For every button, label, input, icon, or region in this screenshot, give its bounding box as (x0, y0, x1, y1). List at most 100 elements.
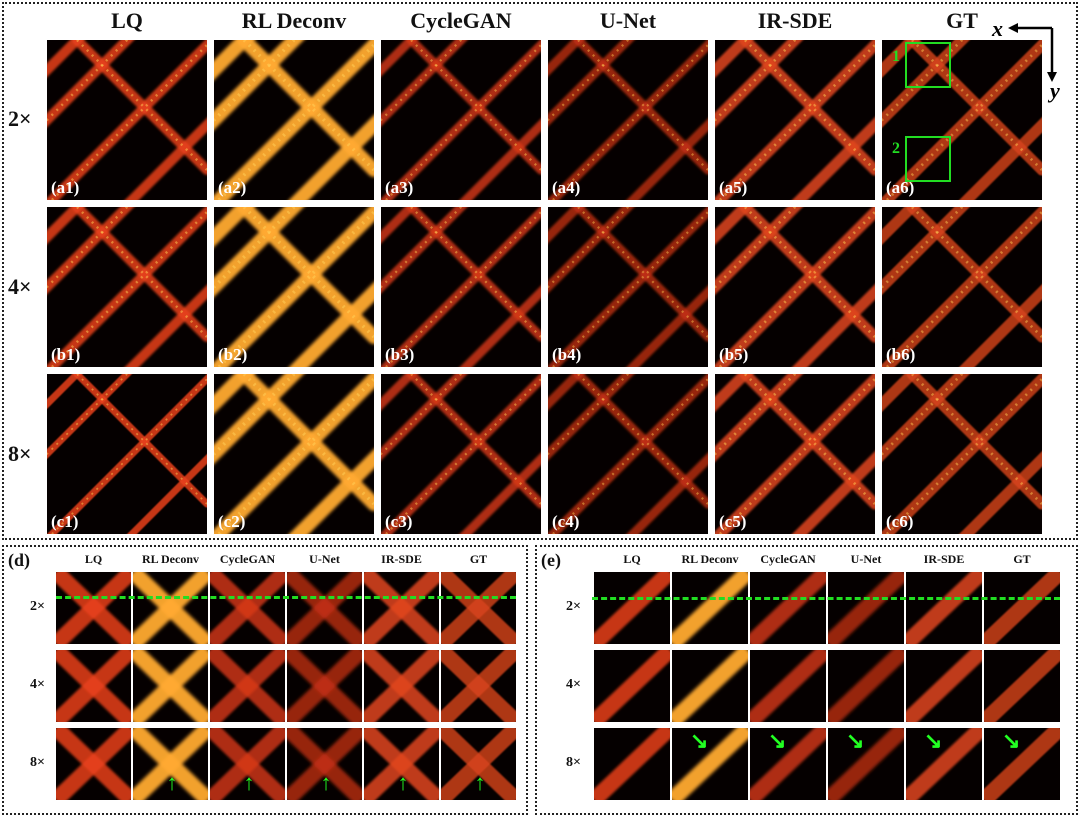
inset-e-panel-r1c6 (984, 572, 1060, 644)
arrow-icon: ↑ (166, 770, 178, 795)
inset-e-row-header-2: 4× (566, 677, 581, 692)
panel-label-c2: (c2) (218, 512, 246, 531)
inset-e-col-header-3: CycleGAN (760, 552, 816, 566)
panel-label-a5: (a5) (719, 178, 748, 197)
inset-e-panel-r2c4 (828, 650, 904, 722)
inset-e-panel-r3c4: ↘ (828, 728, 904, 800)
x-axis-label: x (992, 16, 1003, 41)
inset-e-tag: (e) (541, 550, 561, 570)
row-header-8x: 8× (8, 441, 32, 466)
arrow-icon: ↑ (243, 770, 255, 795)
inset-e-col-header-5: IR-SDE (923, 552, 965, 566)
inset-d-panel-r2c2 (133, 650, 208, 722)
inset-d-panel-r3c6: ↑ (441, 728, 516, 800)
image-panel-c5: (c5) (715, 374, 875, 534)
inset-d-col-header-4: U-Net (309, 552, 340, 566)
inset-e-panel-r2c2 (672, 650, 748, 722)
panel-label-c5: (c5) (719, 512, 747, 531)
inset-d-panel-r2c3 (210, 650, 285, 722)
col-header-cyclegan: CycleGAN (410, 8, 512, 33)
roi-label-2: 2 (892, 140, 900, 157)
panel-label-b6: (b6) (886, 345, 916, 364)
row-header-2x: 2× (8, 106, 32, 131)
inset-d-panel-r3c2: ↑ (133, 728, 208, 800)
inset-d-panel-r3c1 (56, 728, 131, 800)
inset-e-panel-r2c5 (906, 650, 982, 722)
panel-label-b3: (b3) (385, 345, 415, 364)
panel-label-b5: (b5) (719, 345, 749, 364)
inset-e-panel-r3c6: ↘ (984, 728, 1060, 800)
inset-d-panel-r1c2 (133, 572, 208, 644)
arrow-icon: ↑ (320, 770, 332, 795)
arrow-icon: ↘ (690, 728, 709, 753)
main-figure-frame (2, 2, 1078, 540)
image-panel-a4: (a4) (548, 40, 708, 200)
roi-box-1 (905, 42, 951, 88)
profile-line-d (56, 596, 516, 599)
image-panel-c3: (c3) (381, 374, 541, 534)
inset-e-frame (535, 545, 1078, 815)
panel-label-a1: (a1) (51, 178, 80, 197)
image-panel-b6: (b6) (882, 207, 1042, 367)
panel-label-a4: (a4) (552, 178, 581, 197)
col-header-lq: LQ (111, 8, 143, 33)
inset-e-row-header-1: 2× (566, 599, 581, 614)
inset-d-row-header-2: 4× (30, 677, 45, 692)
inset-d-row-header-3: 8× (30, 755, 45, 770)
inset-d-panel-r3c4: ↑ (287, 728, 362, 800)
y-axis-label: y (1050, 78, 1060, 103)
panel-label-c3: (c3) (385, 512, 413, 531)
profile-line-e (592, 597, 1060, 600)
roi-label-1: 1 (892, 48, 900, 65)
image-panel-b5: (b5) (715, 207, 875, 367)
inset-d-col-header-1: LQ (84, 552, 103, 566)
inset-d-panel-r1c4 (287, 572, 362, 644)
col-header-gt: GT (946, 8, 978, 33)
inset-d-panel-r1c3 (210, 572, 285, 644)
image-panel-a5: (a5) (715, 40, 875, 200)
inset-d-panel-r3c5: ↑ (364, 728, 439, 800)
axis-indicator: x y (992, 16, 1062, 106)
inset-d-panel-r3c3: ↑ (210, 728, 285, 800)
inset-e-panel-r3c2: ↘ (672, 728, 748, 800)
image-panel-a1: (a1) (47, 40, 207, 200)
inset-e-col-header-1: LQ (623, 552, 641, 566)
row-header-4x: 4× (8, 274, 32, 299)
panel-label-a6: (a6) (886, 178, 915, 197)
panel-label-a2: (a2) (218, 178, 247, 197)
col-header-ir-sde: IR-SDE (757, 8, 833, 33)
inset-e-panel-r2c6 (984, 650, 1060, 722)
col-header-rl-deconv: RL Deconv (241, 8, 347, 33)
panel-label-c6: (c6) (886, 512, 914, 531)
inset-e-panel-r3c1 (594, 728, 670, 800)
image-panel-b3: (b3) (381, 207, 541, 367)
inset-e-col-header-2: RL Deconv (681, 552, 739, 566)
inset-d-row-header-1: 2× (30, 599, 45, 614)
panel-label-b4: (b4) (552, 345, 582, 364)
image-panel-a6: (a6) (882, 40, 1042, 200)
inset-d-panel-r1c1 (56, 572, 131, 644)
arrow-icon: ↘ (846, 728, 865, 753)
inset-d-tag: (d) (8, 550, 30, 570)
inset-e-panel-r1c5 (906, 572, 982, 644)
inset-d-col-header-2: RL Deconv (142, 552, 199, 566)
panel-label-c1: (c1) (51, 512, 79, 531)
image-panel-c4: (c4) (548, 374, 708, 534)
image-panel-a2: (a2) (214, 40, 374, 200)
panel-label-c4: (c4) (552, 512, 580, 531)
image-panel-c6: (c6) (882, 374, 1042, 534)
inset-e-panel-r3c5: ↘ (906, 728, 982, 800)
panel-label-b1: (b1) (51, 345, 81, 364)
inset-e-col-header-4: U-Net (850, 552, 882, 566)
panel-label-b2: (b2) (218, 345, 248, 364)
inset-d-panel-r2c6 (441, 650, 516, 722)
inset-e-panel-r2c1 (594, 650, 670, 722)
inset-e-col-header-6: GT (1013, 552, 1031, 566)
inset-e-row-header-3: 8× (566, 755, 581, 770)
inset-e-panel-r1c4 (828, 572, 904, 644)
inset-e-panel-r1c1 (594, 572, 670, 644)
image-panel-b2: (b2) (214, 207, 374, 367)
inset-d-frame (2, 545, 528, 815)
inset-d-col-header-3: CycleGAN (219, 552, 276, 566)
image-panel-c1: (c1) (47, 374, 207, 534)
